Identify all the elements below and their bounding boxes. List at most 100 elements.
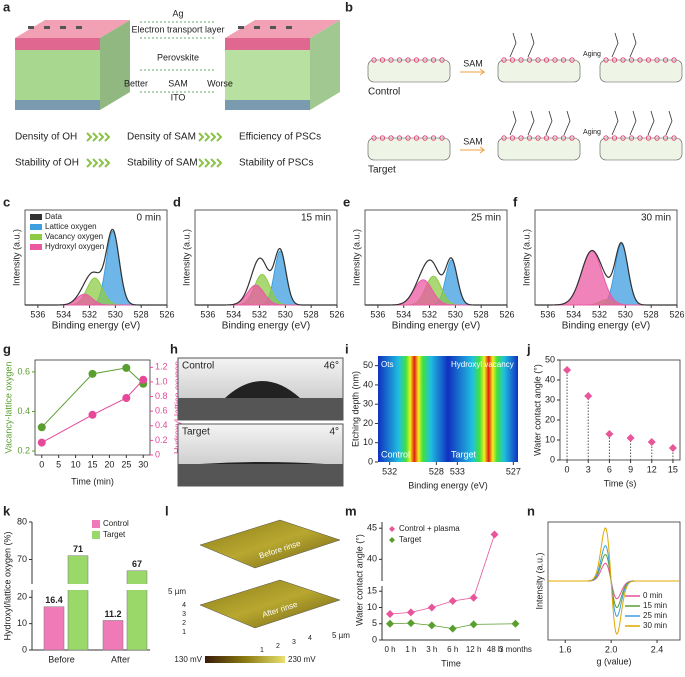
oxygen-atom xyxy=(422,135,428,141)
relation-text: Density of OH xyxy=(15,132,77,143)
x-tick-label: 536 xyxy=(540,309,555,319)
legend-label: Control xyxy=(103,519,129,528)
step-label: Aging xyxy=(583,129,601,136)
y-tick-label: 1 xyxy=(182,629,186,636)
y-tick-label: 1.0 xyxy=(155,376,168,386)
colorbar-label: 230 mV xyxy=(288,655,316,664)
chevron xyxy=(86,132,93,142)
sam-molecule xyxy=(527,110,535,136)
x-tick-label: 530 xyxy=(448,309,463,319)
legend-swatch xyxy=(30,234,42,240)
legend-swatch xyxy=(30,224,42,230)
series-line xyxy=(389,622,516,630)
angle-label: 46° xyxy=(324,361,339,372)
y-tick-label: 10 xyxy=(545,434,555,444)
photo-label: Target xyxy=(182,427,210,438)
x-tick-label: 0 xyxy=(39,459,44,469)
map-label: Ots xyxy=(381,360,393,369)
relation-text: Efficiency of PSCs xyxy=(239,132,321,143)
y-axis-label: Vacancy-lattice oxygen xyxy=(3,362,13,454)
oxygen-atom xyxy=(543,57,550,63)
x-tick-label: 530 xyxy=(618,309,633,319)
legend-swatch xyxy=(30,244,42,250)
x-tick-label: 25 xyxy=(121,459,131,469)
y-tick-label: 70 xyxy=(17,554,27,564)
legend-swatch xyxy=(92,531,100,539)
x-tick-label: 528 xyxy=(304,309,319,319)
x-tick-label: 20 xyxy=(104,459,114,469)
x-axis-label: Binding energy (eV) xyxy=(222,321,310,332)
layer-label: Electron transport layer xyxy=(131,24,224,34)
oxygen-atom xyxy=(560,57,567,63)
oxygen-atom xyxy=(645,135,652,141)
panel-title: 25 min xyxy=(471,213,501,224)
y-tick-label: 0.4 xyxy=(155,420,168,430)
oxygen-atom xyxy=(535,57,541,63)
oxygen-atom xyxy=(371,57,377,63)
oxygen-atom xyxy=(628,135,635,141)
x-tick-label: 532 xyxy=(422,309,437,319)
value-label: 16.4 xyxy=(45,595,63,605)
droplet xyxy=(200,462,325,464)
y-tick-label: 10 xyxy=(17,618,27,628)
chevron xyxy=(98,158,105,168)
value-label: 71 xyxy=(73,544,83,554)
scale-label: Better xyxy=(124,78,148,88)
y-tick-label: 80 xyxy=(17,516,27,526)
y-tick-label: 0.2 xyxy=(17,445,30,455)
x-tick-label: 528 xyxy=(429,466,444,476)
chevron xyxy=(216,158,223,168)
x-tick-label: 532 xyxy=(82,309,97,319)
oxygen-atom xyxy=(501,57,507,63)
scale-label: Worse xyxy=(207,78,233,88)
panel-letter: h xyxy=(170,341,178,356)
y-tick-label: 2 xyxy=(182,620,186,627)
oxygen-atom xyxy=(654,135,660,141)
y-tick-label: 0.8 xyxy=(155,391,168,401)
oxygen-atom xyxy=(552,57,558,63)
oxygen-atom xyxy=(526,57,533,63)
oxygen-atom xyxy=(645,57,652,63)
point xyxy=(37,423,46,432)
oxygen-atom xyxy=(526,135,533,141)
bar xyxy=(126,570,148,651)
panel-letter: m xyxy=(345,503,357,518)
y-axis-label: Intensity (a.u.) xyxy=(11,229,21,286)
oxygen-atom xyxy=(518,135,524,141)
x-tick-label: 526 xyxy=(499,309,514,319)
oxygen-atom xyxy=(671,57,677,63)
x-tick-label: 9 xyxy=(628,464,633,474)
y-axis-label: Etching depth (nm) xyxy=(350,371,360,447)
legend-marker xyxy=(389,537,395,543)
x-tick-label: 1 h xyxy=(405,645,416,654)
y-tick-label: 0.6 xyxy=(155,406,168,416)
device-control xyxy=(15,20,130,110)
x-tick-label: 4 xyxy=(308,635,312,642)
point xyxy=(584,392,593,400)
step-label: SAM xyxy=(463,58,483,68)
y-tick-label: 3 xyxy=(182,611,186,618)
y-tick-label: 10 xyxy=(367,602,377,612)
layer-label: Perovskite xyxy=(157,52,199,62)
y-axis-label: Water contact angle (°) xyxy=(354,534,364,626)
layer-label: ITO xyxy=(171,92,186,102)
x-tick-label: 526 xyxy=(669,309,684,319)
x-tick-label: Before xyxy=(48,654,75,664)
oxygen-atom xyxy=(388,57,394,63)
x-axis-label: Time (min) xyxy=(71,476,114,486)
x-tick-label: 536 xyxy=(200,309,215,319)
x-tick-label: 6 h xyxy=(447,645,458,654)
angle-label: 4° xyxy=(329,427,339,438)
x-tick-label: 526 xyxy=(329,309,344,319)
x-axis-label: Time (s) xyxy=(604,478,637,488)
oxygen-atom xyxy=(509,57,516,63)
x-tick-label: 527 xyxy=(506,466,521,476)
y-tick-label: 20 xyxy=(545,414,555,424)
panel-letter: j xyxy=(526,341,531,356)
point xyxy=(605,430,614,438)
step-arrow xyxy=(460,146,486,154)
panel-title: 15 min xyxy=(301,213,331,224)
x-axis-label: Time xyxy=(441,658,461,668)
x-tick-label: 0 h xyxy=(384,645,395,654)
